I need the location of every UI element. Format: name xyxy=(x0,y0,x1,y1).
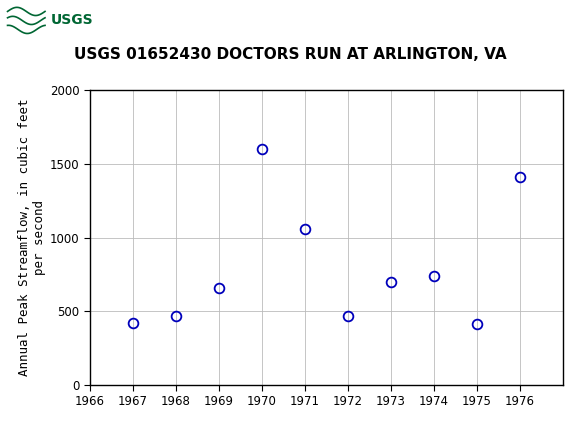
Y-axis label: Annual Peak Streamflow, in cubic feet
per second: Annual Peak Streamflow, in cubic feet pe… xyxy=(18,99,46,376)
Bar xyxy=(5,4,89,37)
Text: USGS: USGS xyxy=(51,13,93,28)
Text: USGS 01652430 DOCTORS RUN AT ARLINGTON, VA: USGS 01652430 DOCTORS RUN AT ARLINGTON, … xyxy=(74,47,506,62)
